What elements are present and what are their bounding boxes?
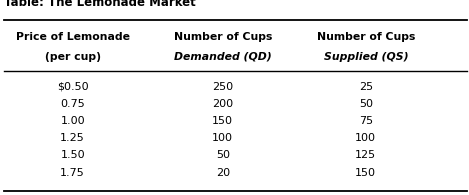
Text: 125: 125 xyxy=(355,150,377,160)
Text: 100: 100 xyxy=(212,133,233,143)
Text: 1.25: 1.25 xyxy=(61,133,85,143)
Text: Number of Cups: Number of Cups xyxy=(174,32,272,42)
Text: Number of Cups: Number of Cups xyxy=(317,32,415,42)
Text: Demanded (QD): Demanded (QD) xyxy=(174,51,272,62)
Text: 1.75: 1.75 xyxy=(61,168,85,178)
Text: 75: 75 xyxy=(359,116,373,126)
Text: 50: 50 xyxy=(359,99,373,109)
Text: 0.75: 0.75 xyxy=(61,99,85,109)
Text: 200: 200 xyxy=(212,99,234,109)
Text: (per cup): (per cup) xyxy=(45,51,101,62)
Text: 150: 150 xyxy=(356,168,376,178)
Text: 100: 100 xyxy=(356,133,376,143)
Text: 50: 50 xyxy=(216,150,230,160)
Text: 20: 20 xyxy=(216,168,230,178)
Text: 1.50: 1.50 xyxy=(61,150,85,160)
Text: 1.00: 1.00 xyxy=(61,116,85,126)
Text: 150: 150 xyxy=(212,116,233,126)
Text: $0.50: $0.50 xyxy=(57,82,89,92)
Text: Table: The Lemonade Market: Table: The Lemonade Market xyxy=(4,0,196,9)
Text: Price of Lemonade: Price of Lemonade xyxy=(15,32,130,42)
Text: 25: 25 xyxy=(359,82,373,92)
Text: 250: 250 xyxy=(212,82,234,92)
Text: Supplied (QS): Supplied (QS) xyxy=(324,51,408,62)
